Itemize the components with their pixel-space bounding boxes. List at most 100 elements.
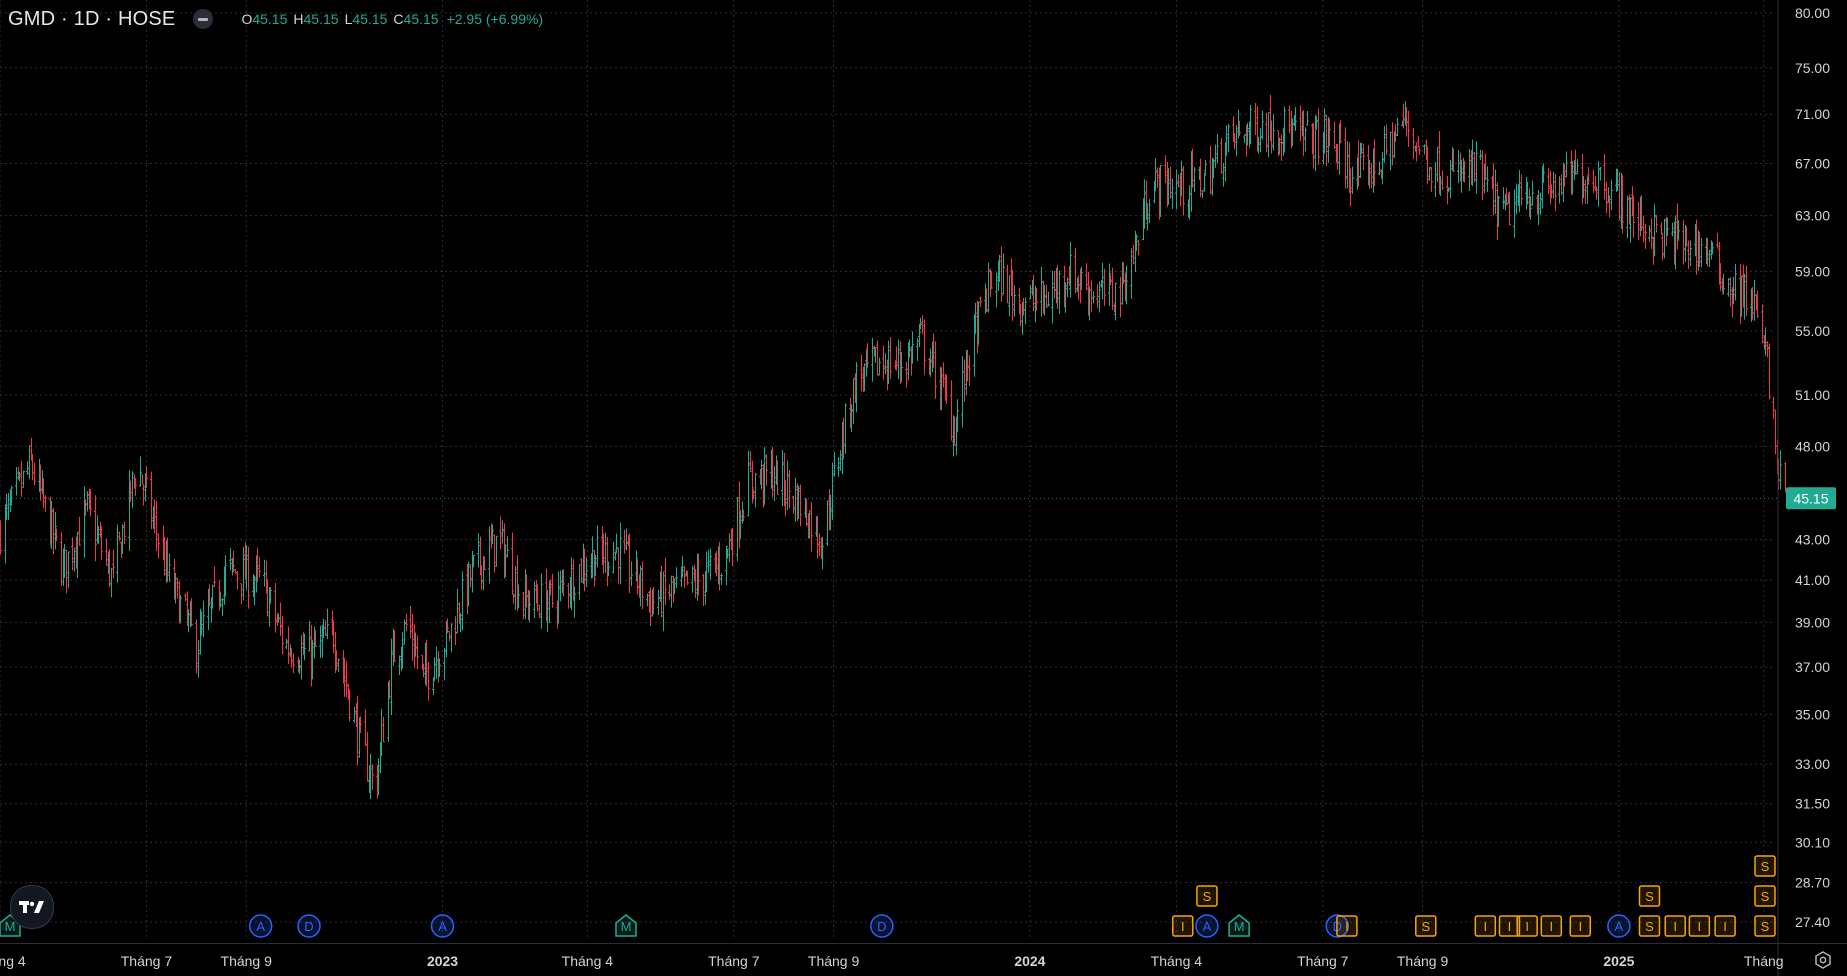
ohlc-bar[interactable] <box>1154 158 1157 192</box>
event-marker-i[interactable]: I <box>1714 915 1736 937</box>
ohlc-bar[interactable] <box>612 541 615 574</box>
ohlc-bar[interactable] <box>1764 327 1767 356</box>
event-marker-a[interactable]: A <box>430 914 455 938</box>
ohlc-bar[interactable] <box>691 565 694 593</box>
ohlc-bar[interactable] <box>776 460 779 495</box>
ohlc-bar[interactable] <box>578 564 581 601</box>
ohlc-bar[interactable] <box>150 471 153 530</box>
ohlc-bar[interactable] <box>1249 104 1252 144</box>
ohlc-bar[interactable] <box>65 549 68 594</box>
ohlc-bar[interactable] <box>179 595 182 623</box>
ohlc-bar[interactable] <box>1294 107 1297 132</box>
ohlc-bar[interactable] <box>718 541 721 591</box>
ohlc-bar[interactable] <box>1259 128 1262 152</box>
ohlc-bar[interactable] <box>1238 120 1241 136</box>
ohlc-bar[interactable] <box>1621 175 1624 234</box>
ohlc-bar[interactable] <box>1074 247 1077 294</box>
ohlc-bar[interactable] <box>1056 264 1059 310</box>
ohlc-bar[interactable] <box>540 573 543 629</box>
ohlc-bar[interactable] <box>405 613 408 632</box>
ohlc-bar[interactable] <box>911 331 914 364</box>
ohlc-bar[interactable] <box>1513 189 1516 238</box>
ohlc-bar[interactable] <box>1204 159 1207 175</box>
ohlc-bar[interactable] <box>940 367 943 411</box>
ohlc-bar[interactable] <box>1201 190 1204 199</box>
ohlc-bar[interactable] <box>178 580 181 624</box>
ohlc-bar[interactable] <box>1235 125 1238 156</box>
ohlc-bar[interactable] <box>1193 167 1196 193</box>
ohlc-bar[interactable] <box>456 588 459 634</box>
ohlc-bar[interactable] <box>86 491 89 512</box>
ohlc-bar[interactable] <box>277 613 280 624</box>
ohlc-bar[interactable] <box>1182 166 1185 216</box>
ohlc-bar[interactable] <box>1402 103 1405 129</box>
event-marker-s[interactable]: S <box>1196 885 1218 907</box>
ohlc-bar[interactable] <box>1430 167 1433 192</box>
ohlc-bar[interactable] <box>221 598 224 617</box>
ohlc-bar[interactable] <box>1159 165 1162 218</box>
event-marker-s[interactable]: S <box>1754 855 1776 877</box>
ohlc-bar[interactable] <box>1653 203 1656 257</box>
ohlc-bar[interactable] <box>816 515 819 559</box>
ohlc-bar[interactable] <box>1756 290 1759 318</box>
ohlc-bar[interactable] <box>1325 115 1328 167</box>
ohlc-bar[interactable] <box>416 635 419 670</box>
ohlc-bar[interactable] <box>749 451 752 473</box>
ohlc-bar[interactable] <box>855 362 858 413</box>
ohlc-bar[interactable] <box>1558 176 1561 204</box>
ohlc-bar[interactable] <box>979 296 982 307</box>
ohlc-bar[interactable] <box>1344 127 1347 189</box>
ohlc-bar[interactable] <box>1018 287 1021 315</box>
ohlc-bar[interactable] <box>450 623 453 653</box>
ohlc-bar[interactable] <box>184 593 187 602</box>
ohlc-bar[interactable] <box>788 470 791 508</box>
ohlc-bar[interactable] <box>1098 281 1101 313</box>
ohlc-bar[interactable] <box>39 464 42 501</box>
ohlc-bar[interactable] <box>1291 118 1294 147</box>
ohlc-bar[interactable] <box>1502 187 1505 210</box>
ohlc-bar[interactable] <box>751 460 754 504</box>
ohlc-bar[interactable] <box>731 527 734 566</box>
ohlc-bar[interactable] <box>1418 147 1421 156</box>
ohlc-bar[interactable] <box>1745 265 1748 317</box>
ohlc-bar[interactable] <box>1092 290 1095 304</box>
ohlc-bar[interactable] <box>1439 175 1442 197</box>
ohlc-bar[interactable] <box>1114 282 1117 321</box>
ohlc-bar[interactable] <box>1209 145 1212 195</box>
ohlc-bar[interactable] <box>707 549 710 573</box>
ohlc-bar[interactable] <box>76 532 79 578</box>
hide-indicator-icon[interactable] <box>193 9 214 29</box>
ohlc-bar[interactable] <box>1584 179 1587 204</box>
ohlc-bar[interactable] <box>213 566 216 588</box>
ohlc-bar[interactable] <box>1650 218 1653 249</box>
ohlc-bar[interactable] <box>1328 118 1331 147</box>
ohlc-bar[interactable] <box>628 533 631 594</box>
ohlc-bar[interactable] <box>1412 127 1415 159</box>
tradingview-logo-icon[interactable] <box>10 885 54 929</box>
ohlc-bar[interactable] <box>1360 142 1363 154</box>
ohlc-bar[interactable] <box>1216 134 1219 164</box>
event-marker-s[interactable]: S <box>1638 885 1661 907</box>
ohlc-bar[interactable] <box>990 271 993 290</box>
ohlc-bar[interactable] <box>1417 135 1420 148</box>
ohlc-bar[interactable] <box>1109 274 1112 286</box>
ohlc-bar[interactable] <box>448 630 451 642</box>
ohlc-bar[interactable] <box>279 602 282 637</box>
ohlc-bar[interactable] <box>1069 241 1072 298</box>
ohlc-bar[interactable] <box>443 647 446 681</box>
ohlc-bar[interactable] <box>110 567 113 598</box>
ohlc-bar[interactable] <box>343 658 346 697</box>
ohlc-bar[interactable] <box>1592 169 1595 193</box>
ohlc-bar[interactable] <box>332 620 335 654</box>
event-marker-i[interactable]: I <box>1498 915 1521 937</box>
ohlc-bar[interactable] <box>808 510 811 539</box>
ohlc-bar[interactable] <box>1722 273 1725 295</box>
ohlc-bar[interactable] <box>852 378 855 425</box>
ohlc-bar[interactable] <box>895 346 898 371</box>
ohlc-bar[interactable] <box>1632 195 1635 238</box>
ohlc-bar[interactable] <box>1436 146 1439 182</box>
ohlc-bar[interactable] <box>850 404 853 433</box>
ohlc-bar[interactable] <box>311 639 314 680</box>
ohlc-bar[interactable] <box>546 590 549 632</box>
